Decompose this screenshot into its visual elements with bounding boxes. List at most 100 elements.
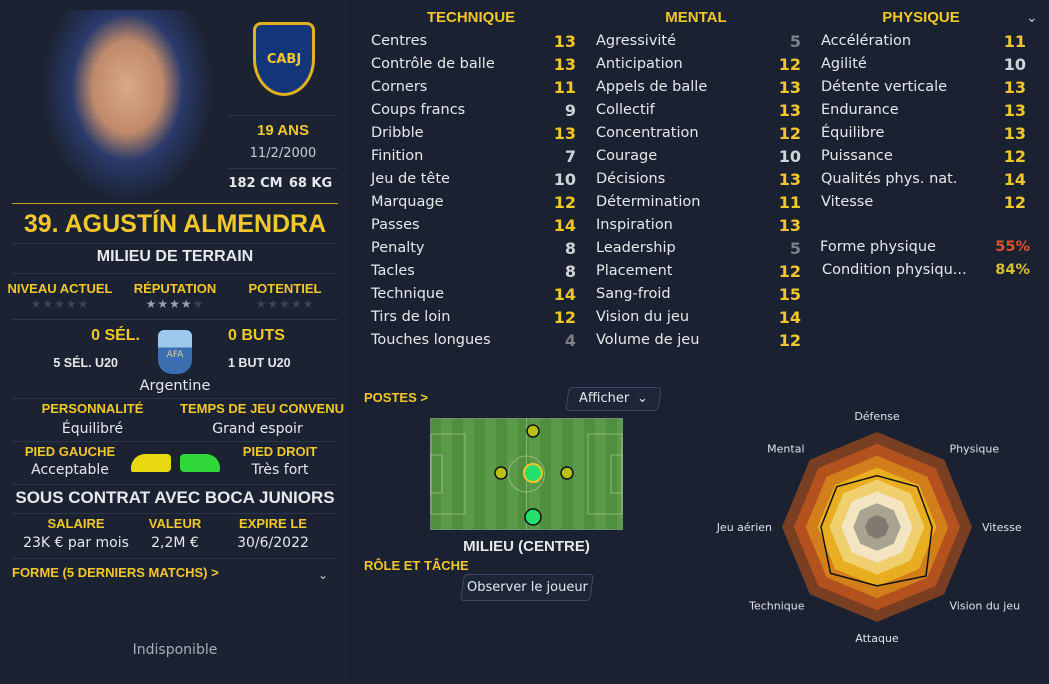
attribute-value: 12 — [553, 308, 576, 327]
chevron-down-icon: ⌄ — [637, 391, 649, 406]
attribute-name: Vision du jeu — [596, 309, 690, 325]
attribute-row[interactable]: Détermination 11 — [596, 191, 801, 214]
attribute-row[interactable]: Marquage 12 — [371, 191, 576, 214]
attribute-row[interactable]: Corners 11 — [371, 76, 576, 99]
collapse-chevron-icon[interactable]: ⌄ — [1026, 10, 1038, 26]
attribute-row[interactable]: Appels de balle 13 — [596, 76, 801, 99]
attribute-value: 10 — [553, 170, 576, 189]
attribute-value: 10 — [1003, 55, 1026, 74]
attribute-row[interactable]: Qualités phys. nat. 14 — [821, 168, 1026, 191]
attribute-row[interactable]: Penalty 8 — [371, 237, 576, 260]
attribute-row[interactable]: Vitesse 12 — [821, 191, 1026, 214]
attribute-row[interactable]: Technique 14 — [371, 283, 576, 306]
observe-player-button[interactable]: Observer le joueur — [460, 574, 594, 601]
player-birthdate: 11/2/2000 — [249, 146, 317, 161]
attribute-name: Collectif — [596, 102, 655, 118]
attribute-row[interactable]: Passes 14 — [371, 214, 576, 237]
attribute-row[interactable]: Touches longues 4 — [371, 329, 576, 352]
nation-badge: AFA — [158, 330, 192, 374]
show-dropdown[interactable]: Afficher ⌄ — [565, 387, 662, 411]
attribute-name: Centres — [371, 33, 428, 49]
attribute-row[interactable]: Endurance 13 — [821, 99, 1026, 122]
attribute-row[interactable]: Courage 10 — [596, 145, 801, 168]
attribute-name: Tacles — [371, 263, 415, 279]
attribute-name: Qualités phys. nat. — [821, 171, 958, 187]
attribute-row[interactable]: Contrôle de balle 13 — [371, 53, 576, 76]
positions-link[interactable]: POSTES > — [364, 390, 428, 405]
attribute-name: Finition — [371, 148, 424, 164]
attribute-row[interactable]: Agilité 10 — [821, 53, 1026, 76]
position-dot-ml — [494, 466, 508, 480]
attribute-name: Détente verticale — [821, 79, 948, 95]
attribute-value: 5 — [789, 32, 801, 51]
attribute-row[interactable]: Sang-froid 15 — [596, 283, 801, 306]
fitness-value: 55% — [995, 239, 1030, 255]
attribute-name: Coups francs — [371, 102, 466, 118]
radar-axis-label: Physique — [950, 443, 1000, 456]
attribute-row[interactable]: Puissance 12 — [821, 145, 1026, 168]
rating-potential-stars: ★★★★★ — [255, 297, 315, 311]
attribute-value: 5 — [789, 239, 801, 258]
attribute-value: 7 — [564, 147, 576, 166]
attribute-row[interactable]: Tacles 8 — [371, 260, 576, 283]
attribute-name: Concentration — [596, 125, 699, 141]
attribute-name: Décisions — [596, 171, 666, 187]
attribute-row[interactable]: Vision du jeu 14 — [596, 306, 801, 329]
attribute-value: 10 — [778, 147, 801, 166]
role-duty-label: RÔLE ET TÂCHE — [364, 558, 469, 573]
attribute-value: 12 — [553, 193, 576, 212]
attribute-row[interactable]: Accélération 11 — [821, 30, 1026, 53]
attribute-value: 11 — [778, 193, 801, 212]
attribute-row[interactable]: Jeu de tête 10 — [371, 168, 576, 191]
attribute-name: Anticipation — [596, 56, 683, 72]
attribute-value: 13 — [553, 124, 576, 143]
attribute-row[interactable]: Décisions 13 — [596, 168, 801, 191]
attribute-value: 13 — [1003, 101, 1026, 120]
attribute-value: 14 — [1003, 170, 1026, 189]
attribute-row[interactable]: Dribble 13 — [371, 122, 576, 145]
attribute-name: Marquage — [371, 194, 444, 210]
attribute-row[interactable]: Détente verticale 13 — [821, 76, 1026, 99]
attribute-value: 11 — [1003, 32, 1026, 51]
player-age: 19 ANS — [257, 122, 309, 139]
player-name: 39. AGUSTÍN ALMENDRA — [23, 210, 327, 238]
attribute-row[interactable]: Finition 7 — [371, 145, 576, 168]
personality-value: Équilibré — [61, 421, 124, 437]
attribute-name: Inspiration — [596, 217, 673, 233]
attribute-row[interactable]: Collectif 13 — [596, 99, 801, 122]
right-foot-label: PIED DROIT — [242, 444, 318, 459]
right-boot-icon — [180, 454, 220, 472]
attribute-row[interactable]: Anticipation 12 — [596, 53, 801, 76]
rating-reputation-stars: ★★★★★ — [145, 297, 205, 311]
attribute-row[interactable]: Inspiration 13 — [596, 214, 801, 237]
form-link[interactable]: FORME (5 DERNIERS MATCHS) > — [12, 565, 219, 580]
attribute-name: Tirs de loin — [371, 309, 451, 325]
attribute-row[interactable]: Leadership 5 — [596, 237, 801, 260]
attribute-name: Courage — [596, 148, 658, 164]
attribute-value: 12 — [778, 262, 801, 281]
radar-axis-label: Vision du jeu — [950, 600, 1021, 613]
attribute-row[interactable]: Tirs de loin 12 — [371, 306, 576, 329]
attribute-value: 13 — [778, 170, 801, 189]
attribute-name: Placement — [596, 263, 673, 279]
position-dot-mr — [560, 466, 574, 480]
attribute-row[interactable]: Équilibre 13 — [821, 122, 1026, 145]
attribute-value: 13 — [778, 216, 801, 235]
column-header-physique: PHYSIQUE — [882, 9, 960, 26]
attribute-value: 9 — [564, 101, 576, 120]
player-photo — [40, 10, 215, 203]
attribute-name: Corners — [371, 79, 428, 95]
attribute-row[interactable]: Volume de jeu 12 — [596, 329, 801, 352]
attribute-row[interactable]: Agressivité 5 — [596, 30, 801, 53]
radar-player-outline — [820, 474, 933, 587]
attribute-name: Détermination — [596, 194, 701, 210]
attribute-row[interactable]: Placement 12 — [596, 260, 801, 283]
chevron-down-icon[interactable]: ⌄ — [318, 568, 329, 582]
goals: 0 BUTS — [228, 327, 285, 344]
playing-time-value: Grand espoir — [212, 421, 303, 437]
attribute-value: 14 — [553, 285, 576, 304]
caps: 0 SÉL. — [91, 327, 140, 344]
attribute-row[interactable]: Concentration 12 — [596, 122, 801, 145]
attribute-row[interactable]: Coups francs 9 — [371, 99, 576, 122]
attribute-row[interactable]: Centres 13 — [371, 30, 576, 53]
